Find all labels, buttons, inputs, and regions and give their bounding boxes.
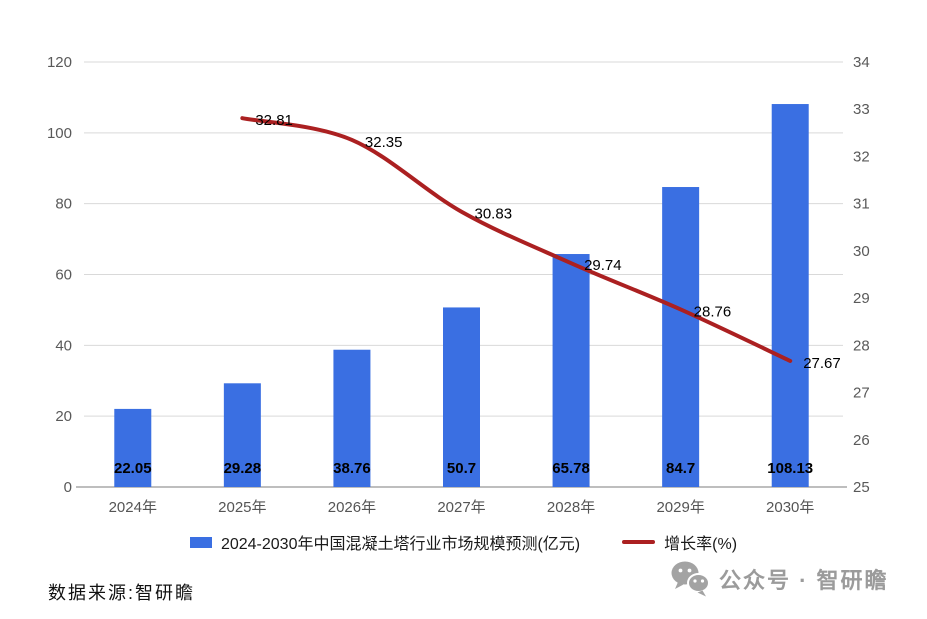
growth-line [240, 116, 793, 363]
x-axis-label: 2025年 [218, 499, 266, 516]
x-axis-label: 2026年 [328, 499, 376, 516]
left-axis-tick-label: 80 [55, 196, 72, 213]
bar-line-chart: 0 20 40 60 80 100 120 25 26 27 28 29 30 31 32 33 34 2024年… [47, 54, 870, 516]
left-axis-tick-label: 60 [55, 267, 72, 284]
right-axis-tick-label: 27 [853, 385, 870, 402]
left-axis-tick-label: 120 [47, 54, 72, 71]
x-axis-label: 2029年 [656, 499, 704, 516]
line-value-label: 28.76 [694, 303, 732, 320]
bar-value-label: 38.76 [333, 460, 371, 477]
right-axis-tick-label: 34 [853, 54, 870, 71]
right-axis-tick-label: 25 [853, 479, 870, 496]
right-axis-tick-label: 30 [853, 243, 870, 260]
bar [552, 254, 590, 487]
bar-value-label: 50.7 [447, 460, 476, 477]
bar [223, 383, 261, 487]
right-axis-tick-label: 31 [853, 196, 870, 213]
left-axis-tick-label: 40 [55, 337, 72, 354]
left-axis-tick-label: 20 [55, 408, 72, 425]
bar-value-label: 22.05 [114, 460, 152, 477]
right-axis-tick-label: 29 [853, 290, 870, 307]
wechat-icon [671, 561, 710, 597]
line-value-label: 32.35 [365, 134, 403, 151]
bar [662, 187, 700, 488]
line-series-label: 增长率(%) [664, 536, 738, 553]
x-axis-label: 2024年 [109, 499, 157, 516]
x-axis-label: 2027年 [437, 499, 485, 516]
line-value-label: 29.74 [584, 257, 622, 274]
left-axis-tick-label: 0 [64, 479, 72, 496]
right-axis-tick-label: 26 [853, 432, 870, 449]
line-value-label: 27.67 [803, 355, 841, 372]
line-value-label: 32.81 [255, 112, 293, 129]
bar [771, 104, 809, 487]
line-series-swatch [622, 540, 656, 544]
right-axis-tick-label: 28 [853, 337, 870, 354]
bar-series-swatch [189, 536, 212, 548]
bar-value-label: 84.7 [666, 460, 695, 477]
right-axis-tick-label: 33 [853, 101, 870, 118]
left-axis-tick-label: 100 [47, 125, 72, 142]
x-axis-label: 2028年 [547, 499, 595, 516]
bar [333, 349, 371, 487]
bar [443, 307, 480, 487]
data-source-text: 数据来源:智研瞻 [48, 583, 196, 603]
x-axis-label: 2030年 [766, 499, 814, 516]
bar-value-label: 29.28 [224, 460, 262, 477]
bar [114, 408, 152, 487]
bar-series-label: 2024-2030年中国混凝土塔行业市场规模预测(亿元) [220, 536, 581, 553]
bar-value-label: 108.13 [767, 460, 813, 477]
chart-legend: 2024-2030年中国混凝土塔行业市场规模预测(亿元) 增长率(%) [0, 530, 927, 554]
right-axis-tick-label: 32 [853, 148, 870, 165]
watermark-text: 公众号 · 智研瞻 [719, 568, 889, 593]
bar-value-label: 65.78 [552, 460, 590, 477]
watermark: 公众号 · 智研瞻 [670, 560, 889, 598]
line-value-label: 30.83 [475, 206, 513, 223]
